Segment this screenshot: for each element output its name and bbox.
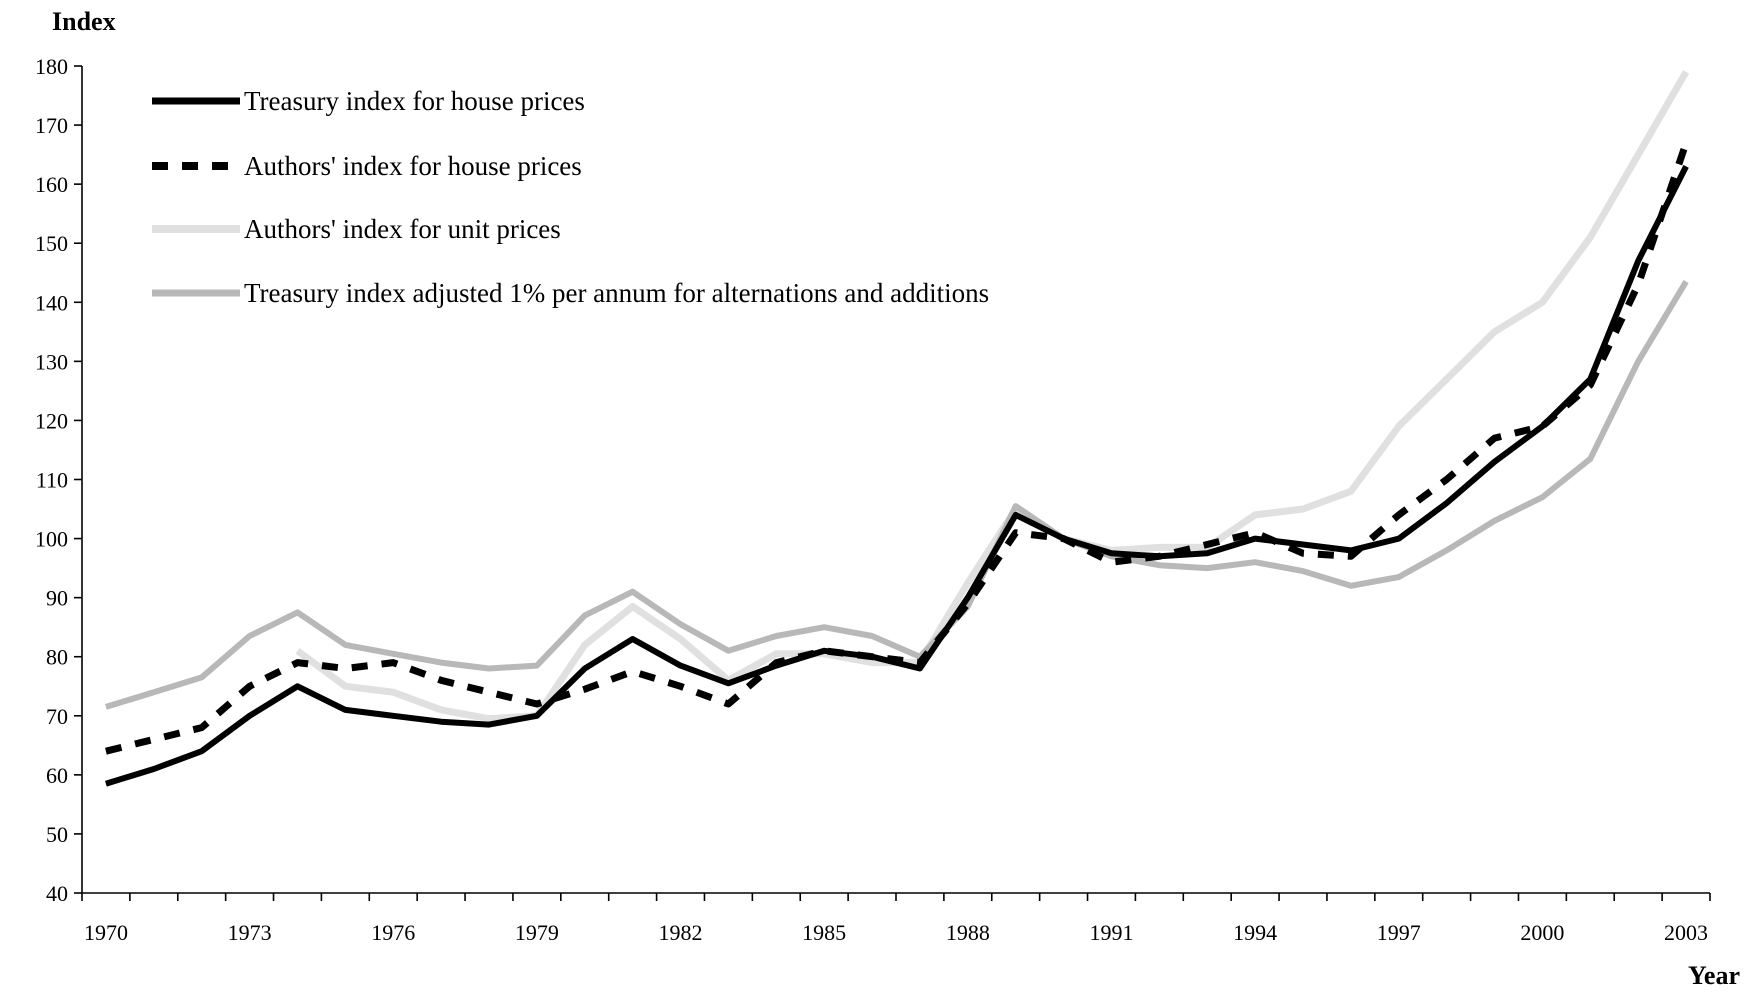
y-tick-label: 90 (46, 586, 68, 611)
y-tick-label: 70 (46, 704, 68, 729)
x-tick-label: 1982 (659, 920, 703, 945)
y-tick-label: 100 (35, 527, 68, 552)
legend-label-4: Treasury index adjusted 1% per annum for… (244, 278, 989, 308)
y-axis-title: Index (52, 7, 116, 36)
axes (81, 66, 1710, 894)
series-line-1 (105, 165, 1689, 787)
y-tick-label: 60 (46, 763, 68, 788)
x-tick-label: 1985 (802, 920, 846, 945)
y-tick-label: 140 (35, 290, 68, 315)
y-tick-label: 80 (46, 645, 68, 670)
y-tick-label: 120 (35, 408, 68, 433)
x-tick-label: 1970 (84, 920, 128, 945)
series-line-4 (105, 280, 1689, 710)
legend-label-3: Authors' index for unit prices (244, 214, 561, 244)
y-ticks: 40 50 60 70 80 90 100 110 120 130 140 150 160 170 180 (35, 54, 82, 906)
x-tick-label: 1979 (515, 920, 559, 945)
x-tick-label: 1994 (1233, 920, 1277, 945)
y-tick-label: 180 (35, 54, 68, 79)
legend: Treasury index for house prices Authors' … (152, 86, 989, 308)
x-tick-label: 2003 (1664, 920, 1708, 945)
y-tick-label: 170 (35, 113, 68, 138)
y-tick-label: 50 (46, 822, 68, 847)
x-tick-label: 1991 (1089, 920, 1133, 945)
x-tick-label: 1973 (228, 920, 272, 945)
y-tick-label: 160 (35, 172, 68, 197)
y-tick-label: 150 (35, 231, 68, 256)
x-tick-label: 1988 (946, 920, 990, 945)
series-layer (105, 70, 1690, 787)
y-tick-label: 130 (35, 349, 68, 374)
x-tick-label: 2000 (1520, 920, 1564, 945)
x-tick-label: 1997 (1377, 920, 1421, 945)
legend-label-1: Treasury index for house prices (244, 86, 585, 116)
x-ticks: 1970 1973 1976 1979 1982 1985 1988 1991 1994 1997… (81, 893, 1711, 945)
x-axis-title: Year (1688, 961, 1740, 990)
legend-label-2: Authors' index for house prices (244, 151, 582, 181)
y-tick-label: 40 (46, 881, 68, 906)
y-tick-label: 110 (36, 468, 68, 493)
x-tick-label: 1976 (371, 920, 415, 945)
